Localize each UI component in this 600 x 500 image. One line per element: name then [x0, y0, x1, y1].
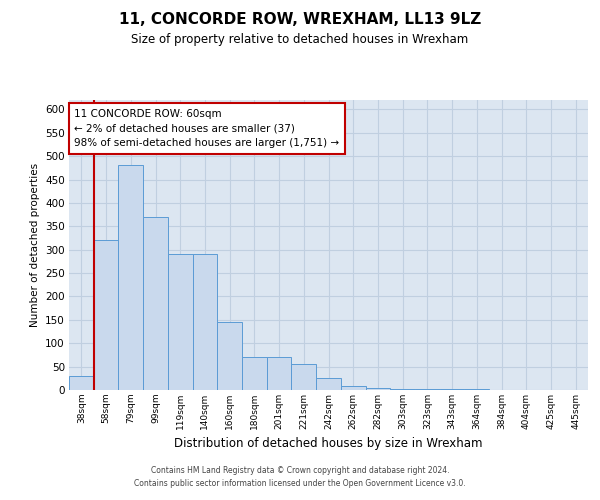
Bar: [118, 166, 143, 390]
Bar: [316, 378, 341, 390]
X-axis label: Distribution of detached houses by size in Wrexham: Distribution of detached houses by size …: [174, 438, 483, 450]
Bar: [267, 358, 292, 390]
Bar: [415, 388, 440, 390]
Text: 11 CONCORDE ROW: 60sqm
← 2% of detached houses are smaller (37)
98% of semi-deta: 11 CONCORDE ROW: 60sqm ← 2% of detached …: [74, 108, 340, 148]
Bar: [365, 388, 390, 390]
Bar: [217, 322, 242, 390]
Text: Size of property relative to detached houses in Wrexham: Size of property relative to detached ho…: [131, 32, 469, 46]
Bar: [242, 358, 267, 390]
Bar: [143, 217, 168, 390]
Text: Contains HM Land Registry data © Crown copyright and database right 2024.
Contai: Contains HM Land Registry data © Crown c…: [134, 466, 466, 487]
Bar: [292, 364, 316, 390]
Bar: [341, 386, 365, 390]
Bar: [69, 376, 94, 390]
Bar: [390, 388, 415, 390]
Bar: [94, 240, 118, 390]
Bar: [464, 389, 489, 390]
Bar: [168, 254, 193, 390]
Bar: [440, 389, 464, 390]
Bar: [193, 254, 217, 390]
Y-axis label: Number of detached properties: Number of detached properties: [29, 163, 40, 327]
Text: 11, CONCORDE ROW, WREXHAM, LL13 9LZ: 11, CONCORDE ROW, WREXHAM, LL13 9LZ: [119, 12, 481, 28]
